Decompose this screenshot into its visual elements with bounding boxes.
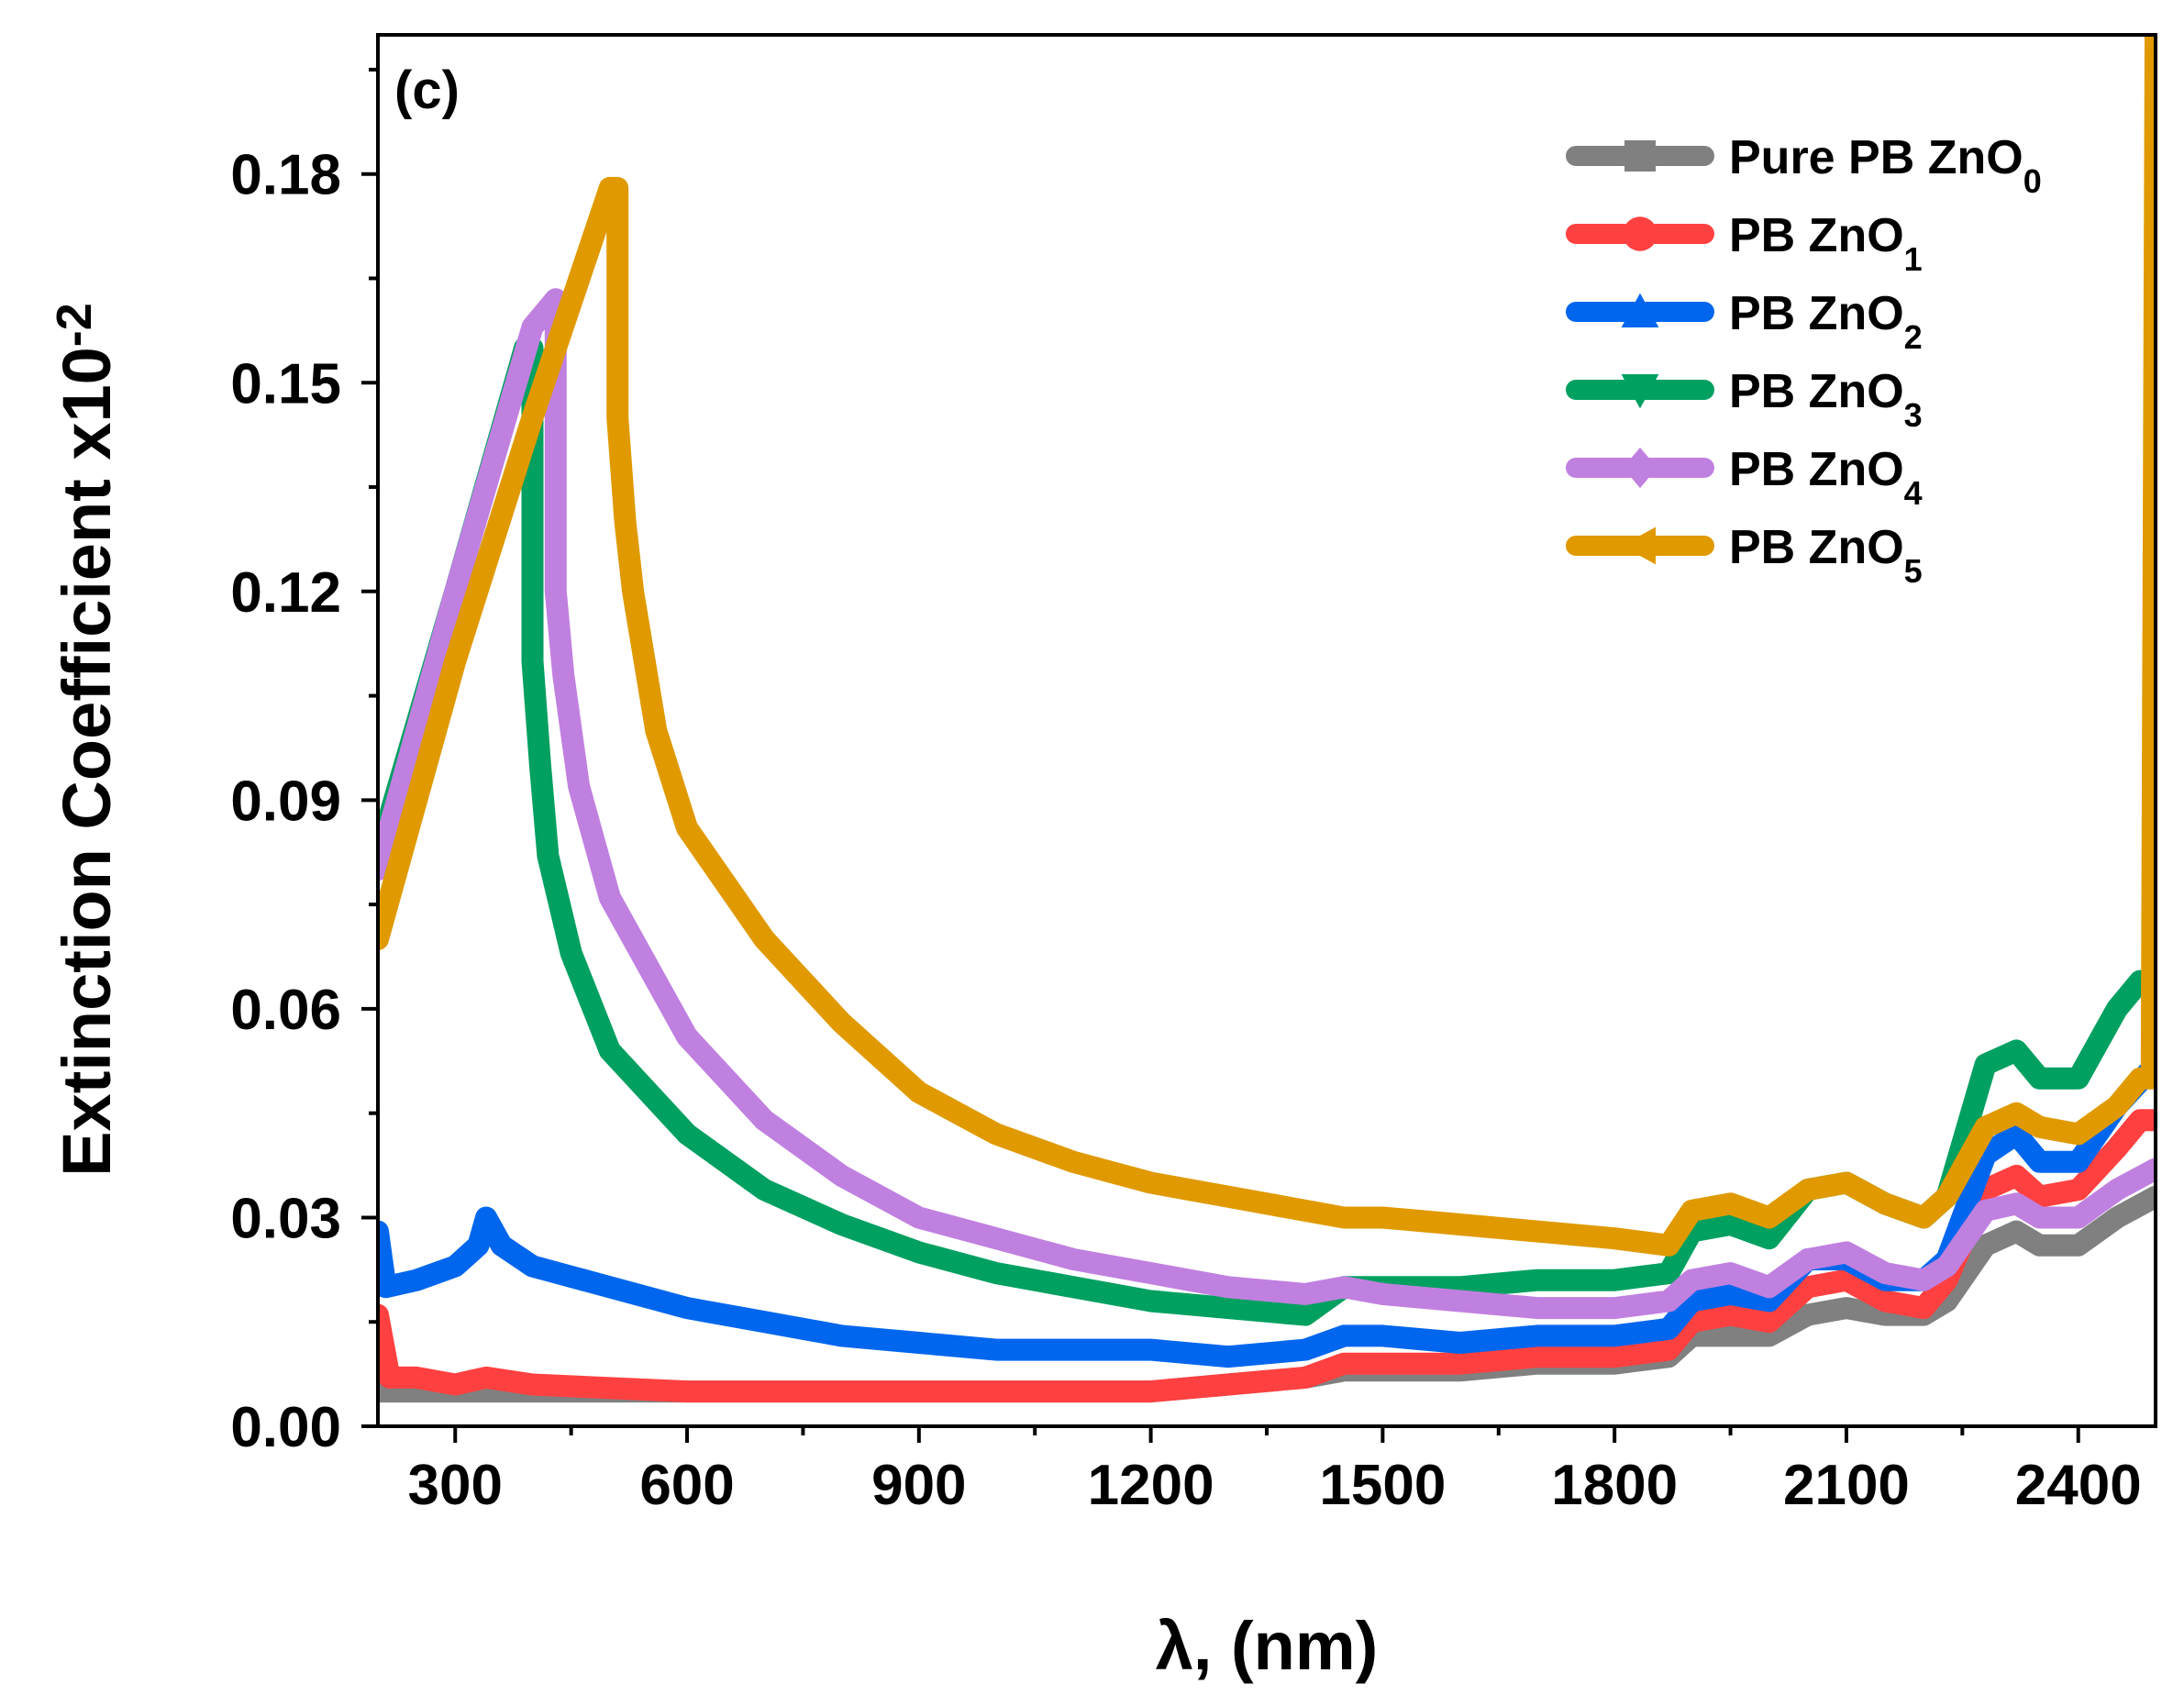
y-tick-label: 0.09 (230, 770, 341, 833)
legend-marker-triangle-down (1621, 374, 1659, 409)
y-tick-label: 0.18 (230, 144, 341, 207)
legend-label-name: PB ZnO (1729, 209, 1904, 262)
legend-marker-diamond (1623, 447, 1657, 489)
legend-label: PB ZnO4 (1729, 443, 1923, 512)
legend-marker-triangle-up (1621, 293, 1659, 327)
legend-label-name: PB ZnO (1729, 287, 1904, 340)
legend-label-name: Pure PB ZnO (1729, 131, 2023, 184)
legend-entry-4: PB ZnO4 (1566, 443, 1923, 512)
y-tick-label: 0.00 (230, 1396, 341, 1459)
legend-label: PB ZnO5 (1729, 521, 1923, 590)
x-tick-label: 600 (639, 1454, 734, 1517)
x-tick-label: 900 (871, 1454, 966, 1517)
y-axis-title: Extinction Coefficient x10-2 (47, 303, 125, 1177)
y-tick-label: 0.15 (230, 352, 341, 415)
legend-entry-3: PB ZnO3 (1566, 365, 1923, 434)
legend-label-subscript: 5 (1904, 552, 1923, 590)
legend-label: PB ZnO2 (1729, 287, 1923, 356)
x-tick-label: 2400 (2015, 1454, 2142, 1517)
legend-label-subscript: 1 (1904, 240, 1923, 278)
y-tick-label: 0.03 (230, 1187, 341, 1250)
series-1 (378, 1109, 2156, 1403)
legend-marker-square (1624, 140, 1656, 172)
series-layer (378, 35, 2156, 1403)
legend-entry-2: PB ZnO2 (1566, 287, 1923, 356)
x-tick-label: 1200 (1088, 1454, 1214, 1517)
legend-marker-circle (1623, 216, 1657, 251)
legend-label-name: PB ZnO (1729, 443, 1904, 496)
legend-label: PB ZnO1 (1729, 209, 1923, 278)
axes-layer: 300 600 900 1200 1500 1800 2100 2400 0.00 0.03 0.0… (230, 33, 2157, 1517)
legend-entry-5: PB ZnO5 (1566, 521, 1923, 590)
x-tick-label: 1500 (1319, 1454, 1446, 1517)
x-tick-label: 1800 (1551, 1454, 1678, 1517)
legend-label-subscript: 3 (1904, 396, 1923, 434)
y-tick-label: 0.12 (230, 561, 341, 625)
series-5 (378, 35, 2156, 1257)
series-line-4 (378, 288, 2156, 1320)
series-line-5 (378, 35, 2156, 1257)
legend-entry-0: Pure PB ZnO0 (1566, 131, 2042, 200)
legend-label-subscript: 2 (1904, 318, 1923, 356)
y-tick-label: 0.06 (230, 979, 341, 1042)
panel-label: (c) (394, 61, 460, 120)
legend-marker-triangle-left (1621, 526, 1656, 565)
legend-label: Pure PB ZnO0 (1729, 131, 2042, 200)
legend-label-subscript: 4 (1904, 474, 1923, 512)
legend-label: PB ZnO3 (1729, 365, 1923, 434)
legend-label-name: PB ZnO (1729, 365, 1904, 418)
y-axis-title-main: Extinction Coefficient x10 (49, 347, 125, 1177)
legend-label-name: PB ZnO (1729, 521, 1904, 574)
legend-entry-1: PB ZnO1 (1566, 209, 1923, 278)
x-tick-label: 2100 (1783, 1454, 1910, 1517)
series-line-1 (378, 1109, 2156, 1403)
series-4 (378, 288, 2156, 1320)
legend-label-subscript: 0 (2023, 162, 2042, 200)
y-axis-title-exponent: -2 (47, 303, 102, 347)
x-axis-title: λ, (nm) (1156, 1608, 1379, 1684)
x-tick-label: 300 (408, 1454, 503, 1517)
